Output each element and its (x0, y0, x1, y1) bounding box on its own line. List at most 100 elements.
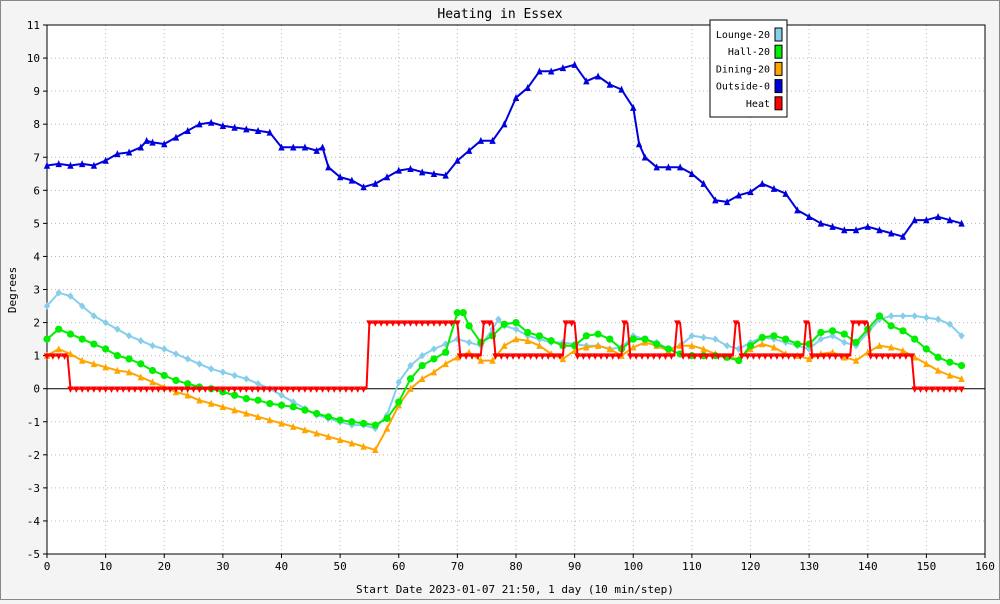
data-point-dining-20 (266, 416, 273, 424)
data-point-heat (674, 320, 681, 327)
data-point-outside-0 (630, 103, 637, 111)
y-tick-label: 7 (33, 151, 40, 164)
data-point-heat (556, 353, 564, 360)
data-point-heat (814, 353, 822, 360)
data-point-lounge-20 (254, 380, 262, 388)
data-point-hall-20 (946, 358, 954, 366)
data-point-dining-20 (360, 442, 367, 450)
data-point-hall-20 (735, 356, 743, 365)
data-point-outside-0 (102, 156, 109, 164)
data-point-lounge-20 (430, 345, 438, 353)
data-point-outside-0 (700, 179, 707, 187)
data-point-heat (354, 386, 361, 393)
data-point-heat (401, 320, 408, 327)
data-point-dining-20 (477, 356, 485, 364)
data-point-lounge-20 (161, 345, 168, 353)
data-point-heat (732, 320, 740, 327)
data-point-heat (650, 353, 657, 360)
data-point-hall-20 (254, 396, 262, 404)
data-point-outside-0 (536, 67, 543, 75)
data-point-dining-20 (454, 353, 461, 361)
data-point-dining-20 (501, 341, 508, 349)
data-point-outside-0 (454, 156, 461, 164)
data-point-dining-20 (301, 426, 309, 434)
data-point-lounge-20 (712, 335, 719, 343)
data-point-dining-20 (594, 341, 602, 349)
data-point-outside-0 (794, 206, 801, 214)
data-point-dining-20 (254, 412, 262, 420)
data-point-heat (908, 353, 915, 360)
data-point-heat (504, 353, 511, 360)
data-point-outside-0 (114, 150, 121, 158)
data-point-dining-20 (383, 424, 391, 432)
data-point-outside-0 (465, 146, 473, 154)
data-point-heat (243, 386, 250, 393)
data-point-heat (934, 386, 942, 393)
data-point-heat (668, 353, 675, 360)
data-point-lounge-20 (465, 338, 473, 347)
data-point-heat (43, 353, 51, 360)
data-point-hall-20 (957, 361, 966, 370)
data-point-heat (342, 386, 350, 393)
data-point-lounge-20 (90, 312, 98, 320)
data-point-outside-0 (43, 161, 51, 169)
data-point-dining-20 (55, 345, 62, 353)
y-tick-label: 9 (33, 85, 40, 98)
data-point-outside-0 (817, 219, 825, 227)
x-tick-label: 110 (682, 560, 702, 573)
series-heat (43, 320, 965, 393)
data-point-dining-20 (78, 356, 86, 364)
legend-label-hall-20: Hall-20 (728, 47, 770, 58)
data-point-outside-0 (278, 143, 285, 151)
legend-swatch-heat (774, 96, 783, 111)
data-point-outside-0 (254, 127, 262, 134)
chart-title: Heating in Essex (437, 7, 562, 22)
data-point-heat (591, 353, 599, 360)
legend-swatch-hall-20 (774, 44, 783, 59)
data-point-dining-20 (700, 345, 707, 353)
data-point-dining-20 (524, 336, 531, 344)
data-point-heat (855, 320, 863, 327)
data-point-heat (336, 386, 344, 393)
data-point-lounge-20 (911, 312, 918, 320)
data-point-heat (468, 353, 476, 360)
x-tick-label: 80 (509, 560, 522, 573)
data-point-heat (196, 386, 203, 393)
data-point-hall-20 (782, 335, 790, 343)
data-point-dining-20 (290, 422, 297, 430)
data-point-hall-20 (442, 348, 450, 356)
data-point-heat (697, 353, 704, 360)
x-tick-label: 120 (741, 560, 761, 573)
data-point-lounge-20 (395, 378, 402, 386)
data-point-dining-20 (278, 419, 285, 427)
data-point-dining-20 (958, 374, 965, 382)
data-point-hall-20 (231, 391, 239, 399)
data-point-lounge-20 (495, 315, 502, 323)
x-tick-label: 60 (392, 560, 405, 573)
x-tick-label: 20 (158, 560, 171, 573)
data-point-dining-20 (125, 368, 133, 376)
data-point-heat (407, 320, 414, 327)
data-point-dining-20 (512, 335, 520, 343)
data-point-heat (738, 353, 745, 360)
data-point-heat (797, 353, 804, 360)
data-point-dining-20 (348, 439, 356, 447)
x-tick-label: 30 (216, 560, 229, 573)
data-point-outside-0 (923, 216, 930, 224)
data-point-heat (155, 386, 162, 393)
data-point-hall-20 (313, 409, 321, 418)
data-point-heat (539, 353, 546, 360)
data-point-lounge-20 (934, 315, 942, 323)
data-point-hall-20 (887, 322, 895, 330)
data-point-hall-20 (746, 342, 755, 350)
data-point-outside-0 (501, 120, 508, 128)
data-point-dining-20 (888, 343, 895, 351)
data-point-heat (161, 386, 168, 393)
data-point-dining-20 (207, 399, 215, 407)
data-point-outside-0 (934, 212, 942, 220)
data-point-hall-20 (758, 333, 766, 342)
data-point-outside-0 (313, 146, 320, 154)
data-point-dining-20 (946, 371, 954, 379)
data-point-heat (457, 353, 464, 360)
data-point-heat (166, 386, 174, 393)
